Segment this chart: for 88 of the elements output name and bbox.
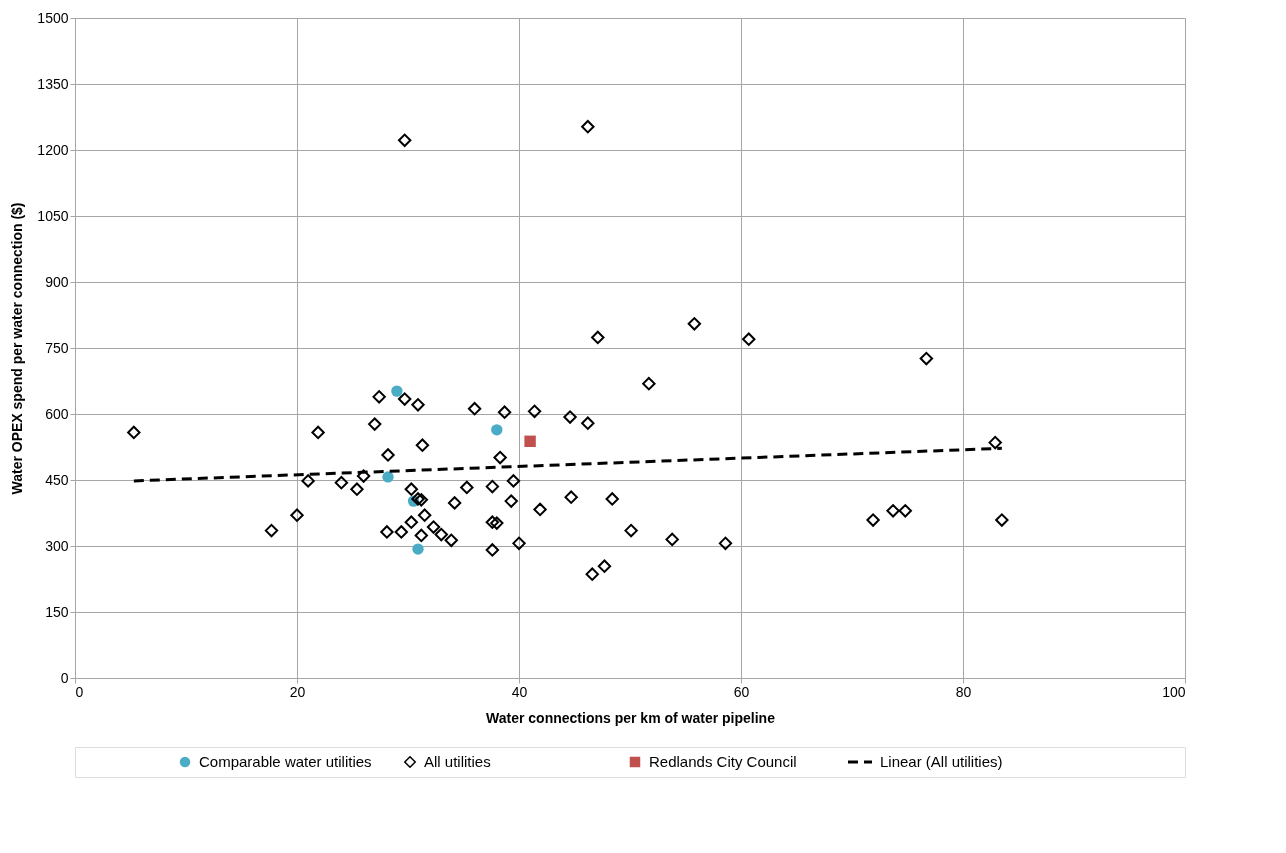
point: [447, 496, 462, 510]
point: [485, 515, 500, 529]
point: [380, 525, 394, 539]
point: [372, 390, 386, 404]
point: [127, 425, 141, 440]
point: [334, 475, 349, 490]
point: [527, 404, 542, 419]
point: [506, 474, 521, 488]
point: [497, 405, 512, 419]
point: [460, 480, 474, 495]
point: [356, 469, 371, 483]
point: [665, 532, 679, 547]
point: [564, 490, 578, 504]
point: [490, 516, 504, 530]
point: [412, 543, 424, 555]
point: [898, 504, 912, 518]
y-tick-label: 150: [45, 603, 69, 620]
point: [533, 502, 547, 517]
point: [995, 513, 1009, 527]
point: [493, 450, 507, 465]
point: [444, 533, 458, 547]
point: [866, 513, 880, 527]
y-tick-label: 0: [60, 669, 69, 686]
point: [434, 527, 448, 542]
point: [411, 492, 425, 506]
point: [467, 402, 482, 416]
point: [414, 528, 429, 543]
point: [605, 492, 619, 506]
x-tick-label: 0: [75, 683, 84, 700]
point: [264, 523, 279, 538]
point: [491, 424, 503, 436]
point: [485, 543, 500, 557]
point: [301, 474, 315, 488]
point: [350, 482, 364, 496]
point: [404, 482, 419, 496]
point: [485, 479, 500, 494]
point: [417, 508, 432, 522]
x-tick-label: 100: [1162, 683, 1186, 700]
point: [381, 448, 395, 462]
point: [414, 493, 429, 507]
point: [742, 332, 756, 346]
y-tick-label: 1350: [37, 75, 69, 92]
y-tick-label: 1200: [37, 141, 69, 158]
point: [524, 435, 536, 447]
point: [415, 438, 430, 452]
point: [394, 525, 409, 539]
point: [290, 508, 304, 522]
point: [642, 376, 656, 391]
y-tick-label: 300: [45, 537, 69, 554]
x-tick-label: 40: [511, 683, 528, 700]
point: [581, 119, 595, 134]
point: [397, 133, 412, 148]
y-tick-label: 750: [45, 339, 69, 356]
legend-label: Linear (All utilities): [880, 753, 1003, 770]
point: [504, 494, 518, 508]
y-axis-title: Water OPEX spend per water connection ($): [9, 202, 26, 495]
y-tick-label: 1500: [37, 9, 69, 26]
x-tick-label: 80: [955, 683, 972, 700]
y-tick-label: 1050: [37, 207, 69, 224]
point: [591, 330, 605, 345]
point: [919, 351, 934, 366]
y-tick-label: 900: [45, 273, 69, 290]
point: [404, 515, 419, 529]
point: [391, 385, 403, 397]
point: [411, 398, 425, 412]
y-tick-label: 600: [45, 405, 69, 422]
point: [624, 523, 638, 538]
point: [426, 520, 441, 534]
point: [581, 416, 595, 430]
point: [512, 536, 526, 551]
point: [563, 410, 577, 424]
point: [718, 536, 733, 551]
point: [597, 559, 612, 573]
legend-label: Redlands City Council: [649, 753, 797, 770]
point: [368, 417, 382, 431]
x-tick-label: 20: [289, 683, 306, 700]
legend-label: Comparable water utilities: [199, 753, 372, 770]
point: [382, 471, 394, 483]
point: [397, 392, 412, 406]
point: [886, 504, 900, 518]
point: [988, 435, 1002, 450]
x-axis-title: Water connections per km of water pipeline: [486, 709, 776, 726]
legend-label: All utilities: [424, 753, 491, 770]
x-tick-label: 60: [733, 683, 750, 700]
point: [311, 425, 325, 440]
point: [687, 317, 702, 331]
y-tick-label: 450: [45, 471, 69, 488]
point: [585, 567, 599, 581]
